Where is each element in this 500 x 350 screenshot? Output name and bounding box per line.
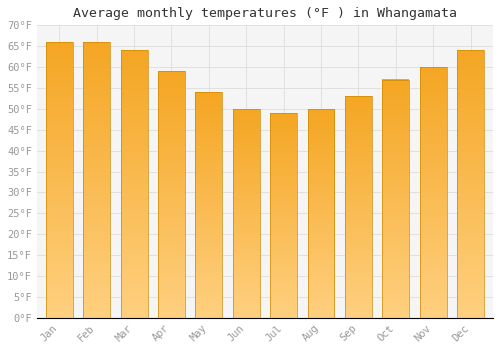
Bar — [120, 50, 148, 318]
Bar — [382, 79, 409, 318]
Bar — [457, 50, 484, 318]
Bar — [457, 50, 484, 318]
Bar — [270, 113, 297, 318]
Bar — [158, 71, 185, 318]
Bar — [420, 67, 446, 318]
Bar — [308, 109, 334, 318]
Title: Average monthly temperatures (°F ) in Whangamata: Average monthly temperatures (°F ) in Wh… — [73, 7, 457, 20]
Bar — [420, 67, 446, 318]
Bar — [196, 92, 222, 318]
Bar — [233, 109, 260, 318]
Bar — [270, 113, 297, 318]
Bar — [83, 42, 110, 318]
Bar — [196, 92, 222, 318]
Bar — [308, 109, 334, 318]
Bar — [83, 42, 110, 318]
Bar — [158, 71, 185, 318]
Bar — [345, 96, 372, 318]
Bar — [46, 42, 72, 318]
Bar — [46, 42, 72, 318]
Bar — [120, 50, 148, 318]
Bar — [382, 79, 409, 318]
Bar — [233, 109, 260, 318]
Bar — [345, 96, 372, 318]
